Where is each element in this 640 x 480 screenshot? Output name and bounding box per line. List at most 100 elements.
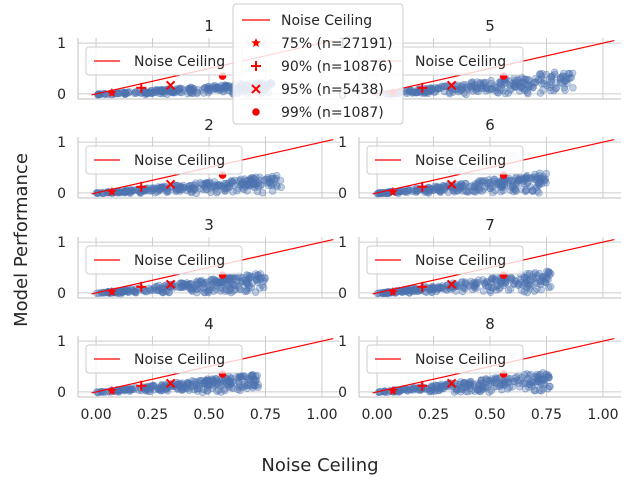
scatter-point — [217, 381, 225, 390]
scatter-point — [473, 78, 482, 86]
scatter-point — [544, 275, 552, 284]
scatter-point — [470, 187, 478, 196]
quantile-marker-x — [165, 80, 176, 90]
panel-legend: Noise Ceiling — [85, 145, 243, 175]
quantile-marker-plus — [136, 281, 147, 292]
scatter-point — [123, 286, 131, 294]
scatter-point — [236, 372, 245, 380]
panel-title: 6 — [485, 116, 495, 134]
panel-legend-frame — [85, 245, 243, 275]
x-tick-label: 0.25 — [137, 407, 168, 423]
scatter-point — [561, 77, 569, 85]
scatter-point — [188, 187, 196, 196]
scatter-point — [431, 88, 439, 96]
panel-legend: Noise Ceiling — [366, 344, 524, 374]
quantile-marker-star — [107, 87, 117, 97]
scatter-point — [394, 188, 402, 196]
panel-legend-label: Noise Ceiling — [134, 253, 225, 269]
scatter-point — [462, 81, 470, 89]
scatter-point — [485, 176, 493, 184]
scatter-point — [234, 385, 242, 394]
scatter-point — [277, 183, 285, 192]
scatter-point — [193, 277, 202, 285]
quantile-marker-x-b — [165, 80, 176, 90]
scatter-point — [205, 178, 214, 186]
scatter-point — [235, 379, 243, 388]
scatter-point — [201, 379, 209, 387]
scatter-point — [153, 384, 162, 392]
scatter-point — [177, 283, 186, 291]
global-legend-label: 90% (n=10876) — [281, 59, 393, 75]
scatter-point — [537, 387, 546, 395]
scatter-point — [539, 86, 547, 94]
scatter-point — [417, 87, 425, 96]
scatter-point — [193, 89, 201, 98]
scatter-point — [150, 88, 159, 97]
global-legend-label: 95% (n=5438) — [281, 82, 384, 98]
scatter-point — [461, 179, 470, 188]
scatter-point — [231, 281, 239, 289]
y-tick-label: 1 — [338, 135, 347, 151]
scatter-point — [115, 388, 124, 396]
scatter-point — [141, 88, 150, 96]
scatter-point — [229, 188, 237, 196]
scatter-point — [254, 381, 262, 389]
scatter-point — [233, 187, 241, 195]
scatter-point — [257, 181, 265, 189]
y-tick-label: 0 — [57, 87, 66, 103]
scatter-point — [185, 386, 193, 394]
scatter-point — [143, 384, 151, 393]
scatter-point — [535, 70, 544, 78]
global-legend: Noise Ceiling 75% (n=27191) 90% (n=10876) 9… — [232, 3, 404, 125]
scatter-point — [528, 187, 536, 195]
panel-8: 8 0 1 0.00 0.25 0.50 0.75 1.00 Noise Ceiling — [338, 315, 621, 423]
scatter-point — [401, 286, 410, 294]
scatter-point — [480, 78, 488, 87]
y-tick-label: 1 — [57, 334, 66, 350]
y-tick-label: 0 — [57, 186, 66, 202]
scatter-point — [201, 84, 209, 92]
scatter-point — [237, 181, 245, 190]
scatter-point — [524, 374, 532, 383]
scatter-point — [184, 378, 192, 387]
scatter-point — [214, 279, 222, 287]
global-legend-label: Noise Ceiling — [281, 13, 372, 29]
scatter-point — [125, 387, 134, 395]
panel-title: 4 — [204, 315, 214, 333]
panel-legend: Noise Ceiling — [85, 245, 243, 275]
panel-legend-label: Noise Ceiling — [134, 54, 225, 70]
y-tick-label: 1 — [338, 235, 347, 251]
scatter-points — [93, 371, 262, 397]
global-legend-marker-circle — [252, 108, 260, 116]
scatter-point — [532, 78, 540, 86]
scatter-point — [132, 89, 140, 97]
scatter-point — [468, 285, 477, 294]
scatter-point — [243, 381, 251, 390]
scatter-point — [147, 285, 155, 294]
panels: 1 0 1 Noise Ceiling 2 0 1 Noise Ceiling 3 0 1 Noise… — [57, 17, 621, 423]
x-tick-label: 0.50 — [193, 407, 224, 423]
scatter-point — [141, 187, 149, 195]
x-tick-label: 0.75 — [531, 407, 562, 423]
y-tick-label: 0 — [338, 186, 347, 202]
scatter-point — [460, 284, 468, 292]
scatter-point — [478, 177, 486, 185]
y-tick-label: 0 — [57, 286, 66, 302]
scatter-point — [438, 186, 446, 194]
scatter-point — [141, 90, 150, 99]
scatter-point — [424, 284, 432, 292]
scatter-point — [130, 89, 139, 97]
panel-legend: Noise Ceiling — [366, 245, 524, 275]
x-tick-label: 0.50 — [474, 407, 505, 423]
global-legend-label: 75% (n=27191) — [281, 36, 393, 52]
scatter-point — [225, 179, 233, 187]
x-tick-label: 1.00 — [306, 407, 337, 423]
scatter-point — [215, 83, 223, 91]
scatter-points — [93, 270, 269, 298]
scatter-point — [565, 69, 573, 78]
scatter-point — [542, 70, 551, 79]
panel-6: 6 0 1 Noise Ceiling — [338, 116, 621, 202]
scatter-point — [121, 90, 130, 98]
panel-legend-frame — [85, 145, 243, 175]
